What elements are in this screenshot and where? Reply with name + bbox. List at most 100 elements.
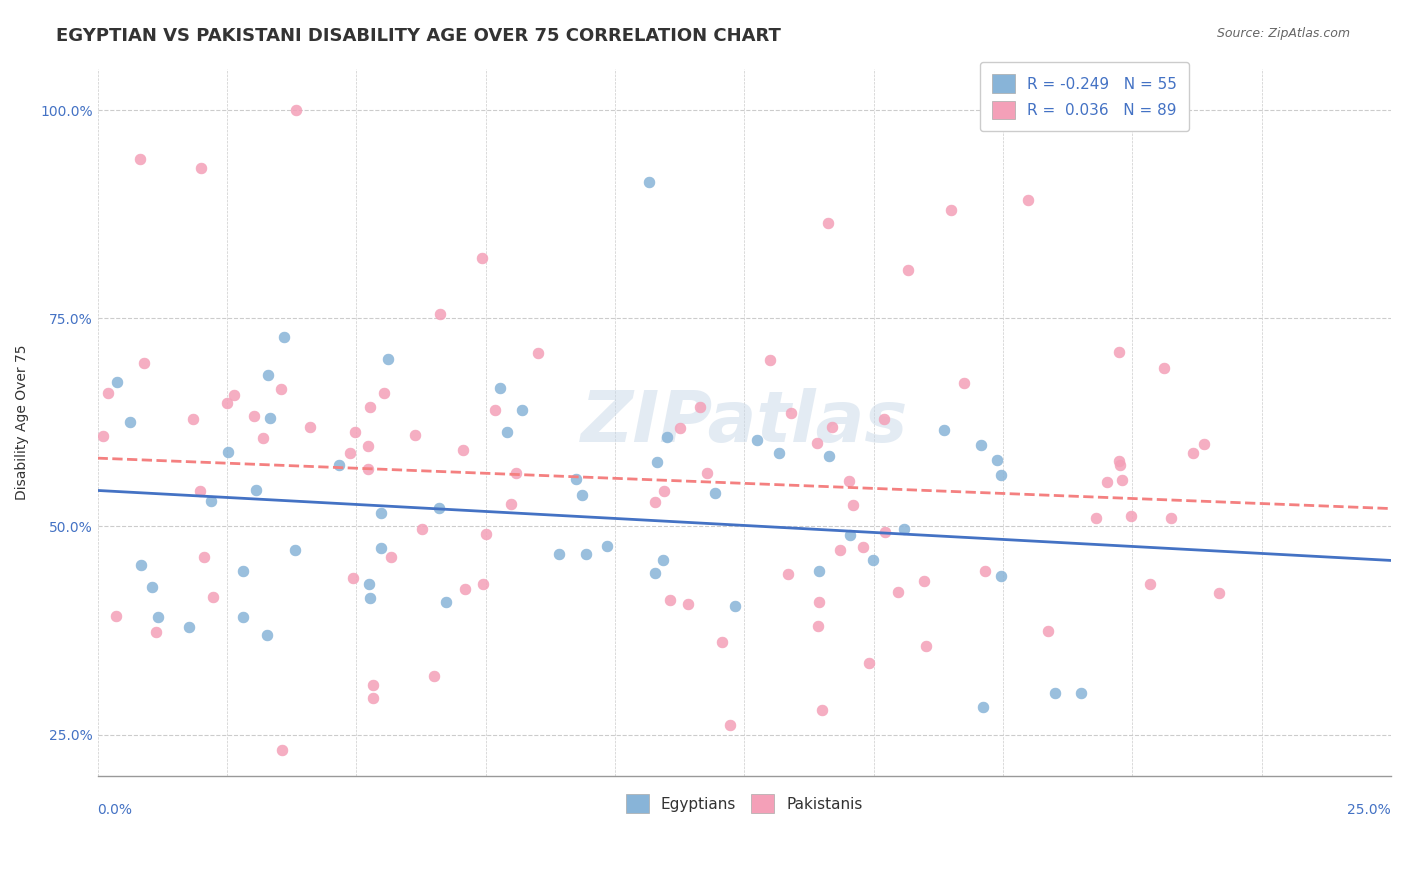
Point <box>676 597 699 611</box>
Point <box>373 385 395 400</box>
Point <box>484 403 506 417</box>
Point <box>245 483 267 497</box>
Point <box>434 594 457 608</box>
Point <box>118 415 141 429</box>
Point <box>200 494 222 508</box>
Point <box>361 678 384 692</box>
Point <box>647 455 669 469</box>
Point <box>941 202 963 217</box>
Point <box>370 506 392 520</box>
Text: 25.0%: 25.0% <box>1347 803 1391 817</box>
Point <box>839 528 862 542</box>
Point <box>97 385 120 400</box>
Point <box>427 500 450 515</box>
Point <box>243 409 266 423</box>
Text: Source: ZipAtlas.com: Source: ZipAtlas.com <box>1216 27 1350 40</box>
Point <box>505 466 527 480</box>
Text: 0.0%: 0.0% <box>97 803 132 817</box>
Point <box>808 564 831 578</box>
Point <box>357 462 380 476</box>
Point <box>1153 361 1175 376</box>
Point <box>1111 473 1133 487</box>
Point <box>711 635 734 649</box>
Point <box>339 446 361 460</box>
Point <box>132 356 155 370</box>
Point <box>496 425 519 439</box>
Point <box>356 439 378 453</box>
Point <box>423 669 446 683</box>
Point <box>974 564 997 578</box>
Point <box>652 553 675 567</box>
Point <box>669 421 692 435</box>
Point <box>745 433 768 447</box>
Point <box>273 330 295 344</box>
Point <box>953 376 976 390</box>
Point <box>298 419 321 434</box>
Point <box>232 564 254 578</box>
Point <box>1108 345 1130 359</box>
Point <box>217 444 239 458</box>
Point <box>404 428 426 442</box>
Point <box>361 690 384 705</box>
Point <box>652 484 675 499</box>
Point <box>875 525 897 540</box>
Point <box>284 542 307 557</box>
Point <box>252 431 274 445</box>
Point <box>411 522 433 536</box>
Point <box>454 582 477 597</box>
Point <box>222 388 245 402</box>
Point <box>724 599 747 613</box>
Point <box>547 547 569 561</box>
Point <box>129 558 152 573</box>
Point <box>807 594 830 608</box>
Point <box>915 639 938 653</box>
Point <box>571 488 593 502</box>
Point <box>105 609 128 624</box>
Point <box>1139 577 1161 591</box>
Point <box>828 543 851 558</box>
Point <box>270 382 292 396</box>
Point <box>575 548 598 562</box>
Point <box>817 216 839 230</box>
Point <box>897 262 920 277</box>
Point <box>501 497 523 511</box>
Point <box>357 576 380 591</box>
Point <box>232 610 254 624</box>
Point <box>780 406 803 420</box>
Point <box>934 423 956 437</box>
Y-axis label: Disability Age Over 75: Disability Age Over 75 <box>15 344 30 500</box>
Point <box>145 625 167 640</box>
Text: EGYPTIAN VS PAKISTANI DISABILITY AGE OVER 75 CORRELATION CHART: EGYPTIAN VS PAKISTANI DISABILITY AGE OVE… <box>56 27 782 45</box>
Point <box>873 412 896 426</box>
Point <box>193 549 215 564</box>
Point <box>1017 193 1039 207</box>
Point <box>596 539 619 553</box>
Point <box>893 521 915 535</box>
Point <box>1070 686 1092 700</box>
Point <box>342 571 364 585</box>
Point <box>1109 458 1132 472</box>
Point <box>202 590 225 604</box>
Point <box>1208 585 1230 599</box>
Point <box>215 396 238 410</box>
Point <box>270 743 292 757</box>
Point <box>472 577 495 591</box>
Point <box>811 702 834 716</box>
Point <box>285 103 308 117</box>
Point <box>128 152 150 166</box>
Point <box>190 483 212 498</box>
Text: ZIPatlas: ZIPatlas <box>581 388 908 457</box>
Point <box>972 700 994 714</box>
Point <box>148 609 170 624</box>
Point <box>1121 508 1143 523</box>
Point <box>177 620 200 634</box>
Point <box>190 161 212 176</box>
Point <box>359 591 381 605</box>
Point <box>380 549 402 564</box>
Point <box>141 580 163 594</box>
Point <box>93 429 115 443</box>
Point <box>759 353 782 368</box>
Point <box>328 458 350 473</box>
Point <box>510 403 533 417</box>
Point <box>1182 445 1205 459</box>
